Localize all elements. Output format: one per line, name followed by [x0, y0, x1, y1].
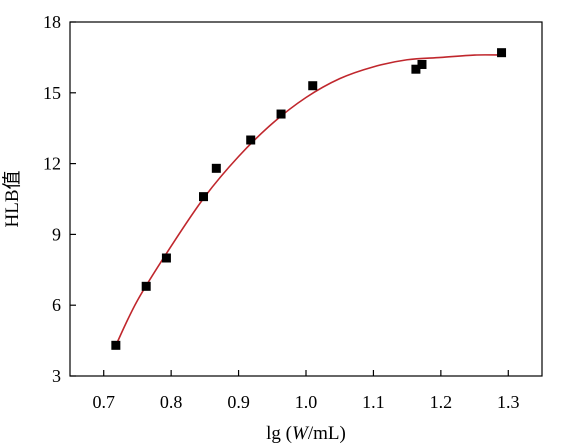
x-tick-label: 0.9	[227, 392, 250, 412]
x-axis-title-variable: W	[292, 423, 310, 444]
y-tick-label: 15	[43, 83, 61, 103]
data-point	[246, 135, 256, 145]
data-point	[211, 163, 221, 173]
y-tick-label: 6	[52, 295, 61, 315]
plot-frame	[69, 21, 543, 377]
data-point	[411, 64, 421, 74]
data-points	[111, 48, 507, 350]
y-tick-label: 3	[52, 366, 61, 386]
data-point	[199, 192, 209, 202]
data-point	[141, 281, 151, 291]
data-point	[161, 253, 171, 263]
y-tick-label: 12	[43, 154, 61, 174]
data-point	[276, 109, 286, 119]
y-tick-label: 18	[43, 12, 61, 32]
data-point	[111, 340, 121, 350]
data-point	[417, 59, 427, 69]
data-point	[308, 81, 318, 91]
y-tick-label: 9	[52, 224, 61, 244]
x-tick-label: 0.8	[160, 392, 183, 412]
x-tick-label: 1.2	[430, 392, 453, 412]
x-tick-label: 0.7	[92, 392, 115, 412]
x-tick-label: 1.0	[295, 392, 318, 412]
y-axis: 3 6 9 12 15 18	[43, 12, 76, 386]
y-axis-title: HLB值	[1, 170, 23, 227]
x-tick-label: 1.3	[497, 392, 520, 412]
x-axis: 0.7 0.8 0.9 1.0 1.1 1.2 1.3	[92, 370, 520, 412]
x-axis-title: lg (W/mL)	[266, 423, 346, 444]
data-point	[497, 48, 507, 58]
x-tick-label: 1.1	[362, 392, 385, 412]
fit-curve	[115, 54, 502, 346]
